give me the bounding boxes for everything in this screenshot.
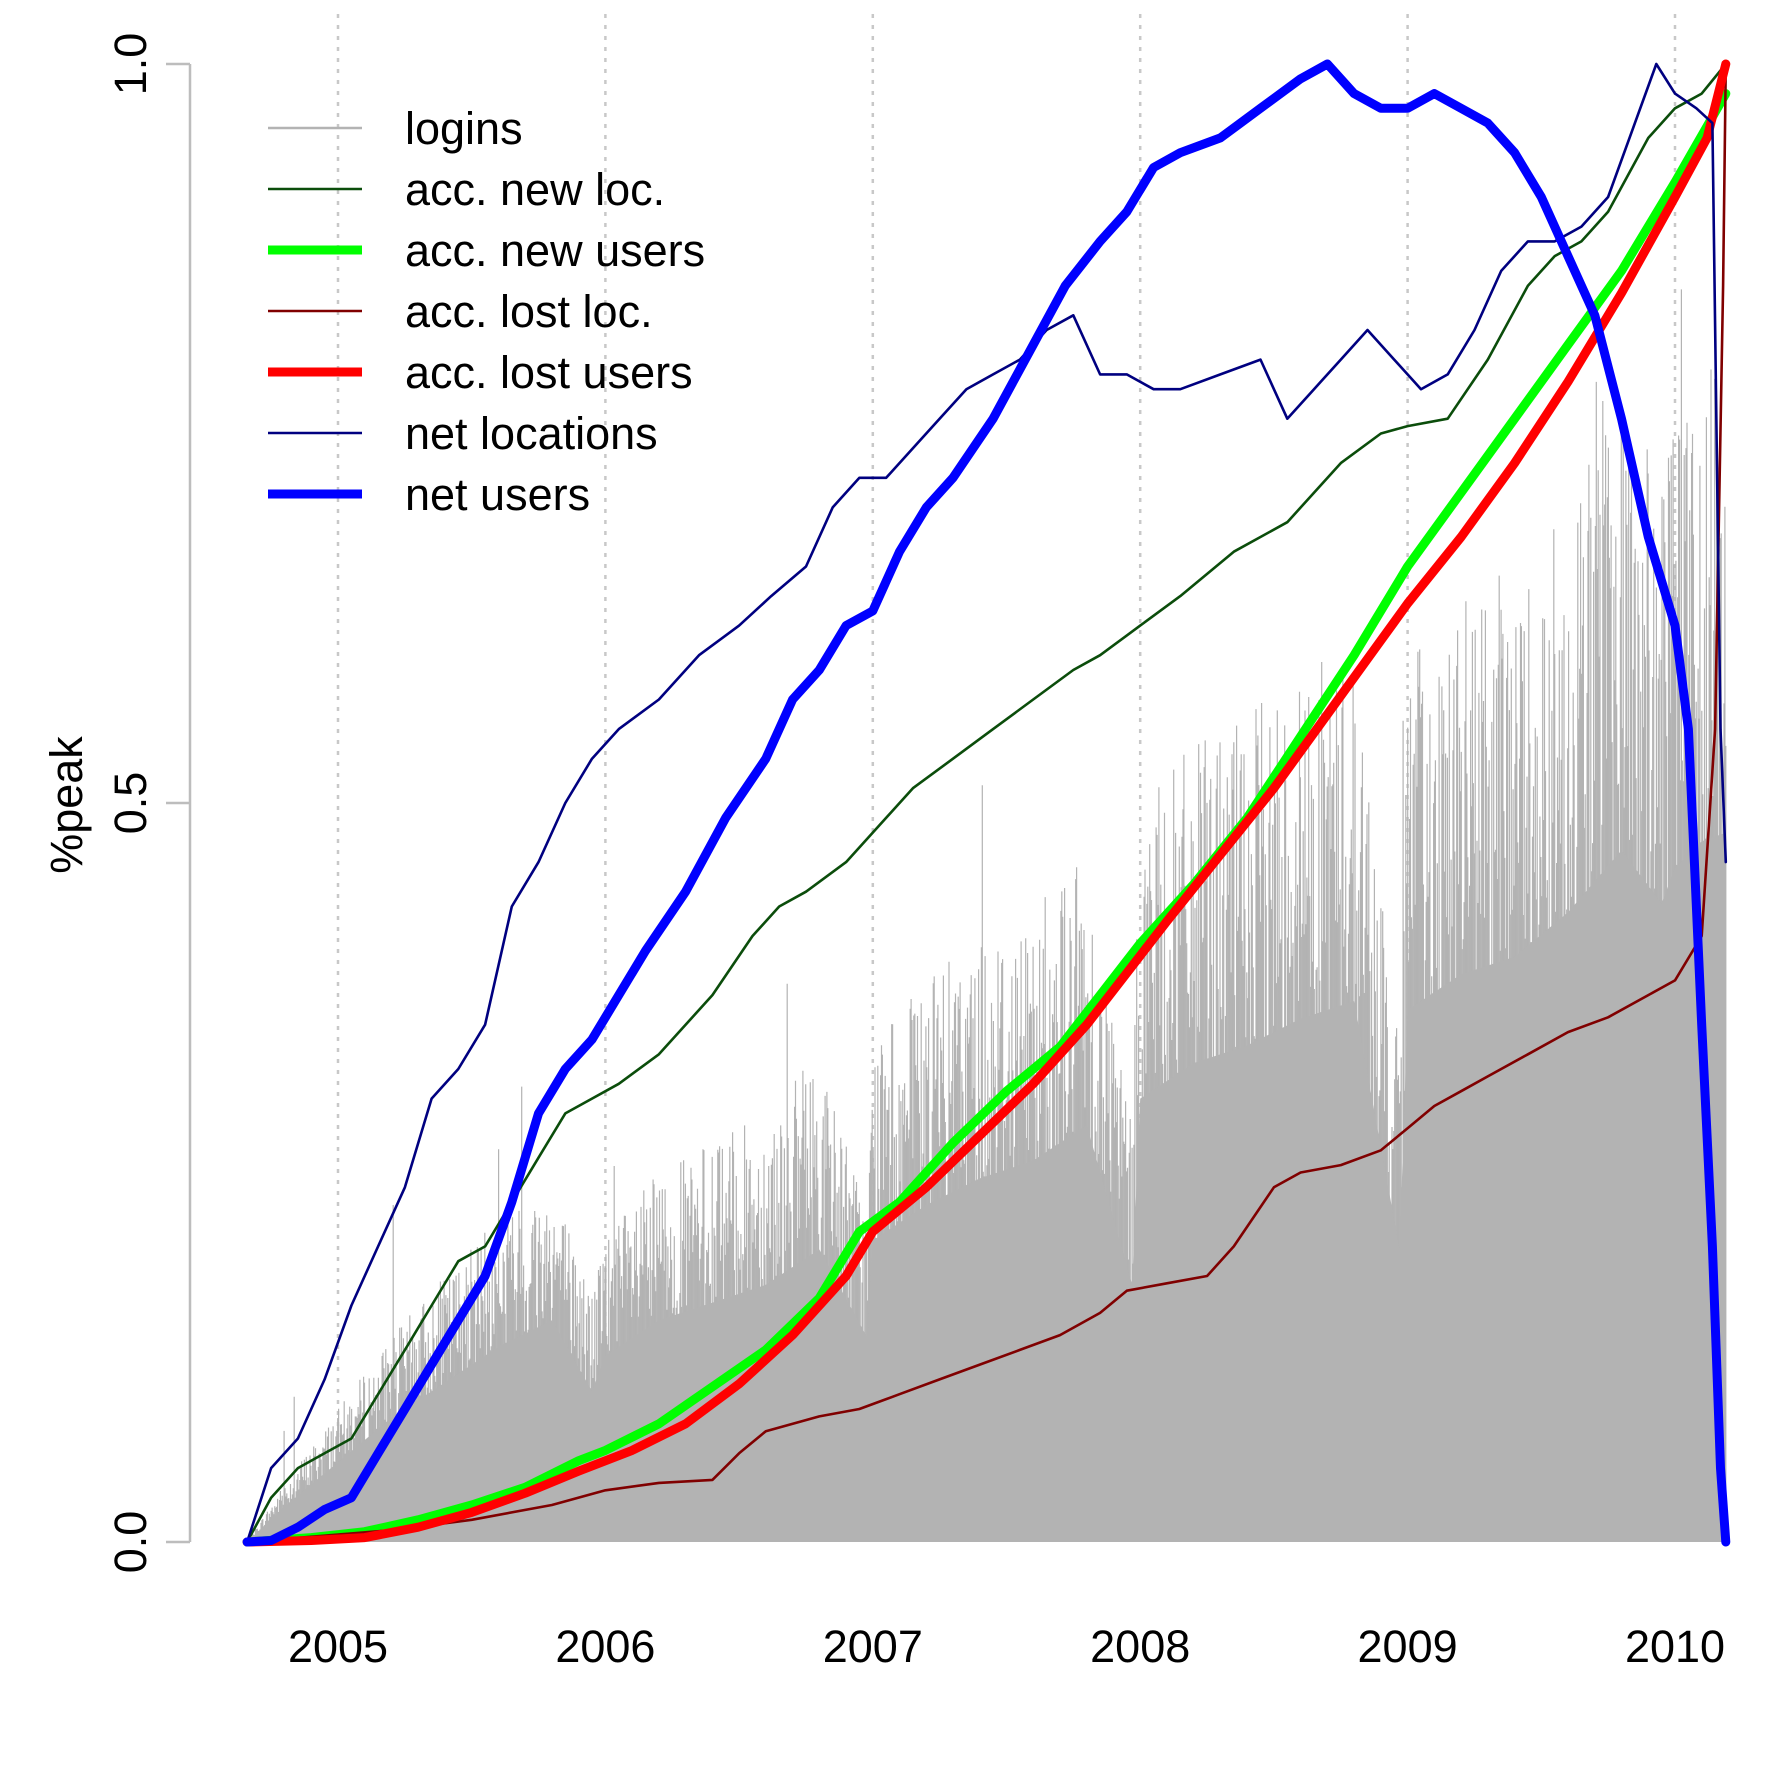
x-tick-label: 2008 xyxy=(1090,1621,1190,1672)
y-tick-label: 0.0 xyxy=(105,1511,156,1574)
legend-label: acc. new users xyxy=(405,225,705,276)
legend-label: net locations xyxy=(405,408,658,459)
axes: 0.0 0.5 1.0 2005 2006 2007 2008 2009 2010 xyxy=(105,33,1725,1672)
gridlines xyxy=(336,14,1677,1542)
series-line-net-users xyxy=(242,59,1731,1547)
logins-fill xyxy=(247,832,1726,1542)
x-tick-label: 2010 xyxy=(1625,1621,1725,1672)
series-line-acc-new-users xyxy=(242,89,1731,1547)
x-tick-label: 2005 xyxy=(288,1621,388,1672)
series-lines xyxy=(242,59,1731,1547)
legend-label: acc. new loc. xyxy=(405,164,665,215)
y-tick-label: 1.0 xyxy=(105,33,156,96)
series-line-acc-lost-loc xyxy=(245,62,1728,1544)
legend-label: acc. lost loc. xyxy=(405,286,653,337)
y-tick-label: 0.5 xyxy=(105,772,156,835)
legend-label: net users xyxy=(405,469,590,520)
legend-label: acc. lost users xyxy=(405,347,693,398)
x-tick-label: 2007 xyxy=(823,1621,923,1672)
legend: logins acc. new loc. acc. new users acc. lo… xyxy=(268,103,705,520)
legend-label: logins xyxy=(405,103,523,154)
x-tick-label: 2009 xyxy=(1358,1621,1458,1672)
series-line-acc-lost-users xyxy=(242,59,1731,1547)
x-tick-label: 2006 xyxy=(555,1621,655,1672)
series-line-acc-new-loc xyxy=(245,62,1728,1544)
y-axis-title: %peak xyxy=(41,736,92,874)
